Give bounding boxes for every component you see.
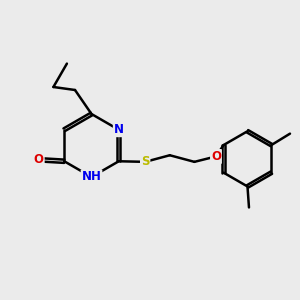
Text: N: N xyxy=(114,123,124,136)
Text: S: S xyxy=(141,155,149,168)
Text: NH: NH xyxy=(82,170,101,184)
Text: O: O xyxy=(34,153,44,166)
Text: O: O xyxy=(211,150,221,163)
